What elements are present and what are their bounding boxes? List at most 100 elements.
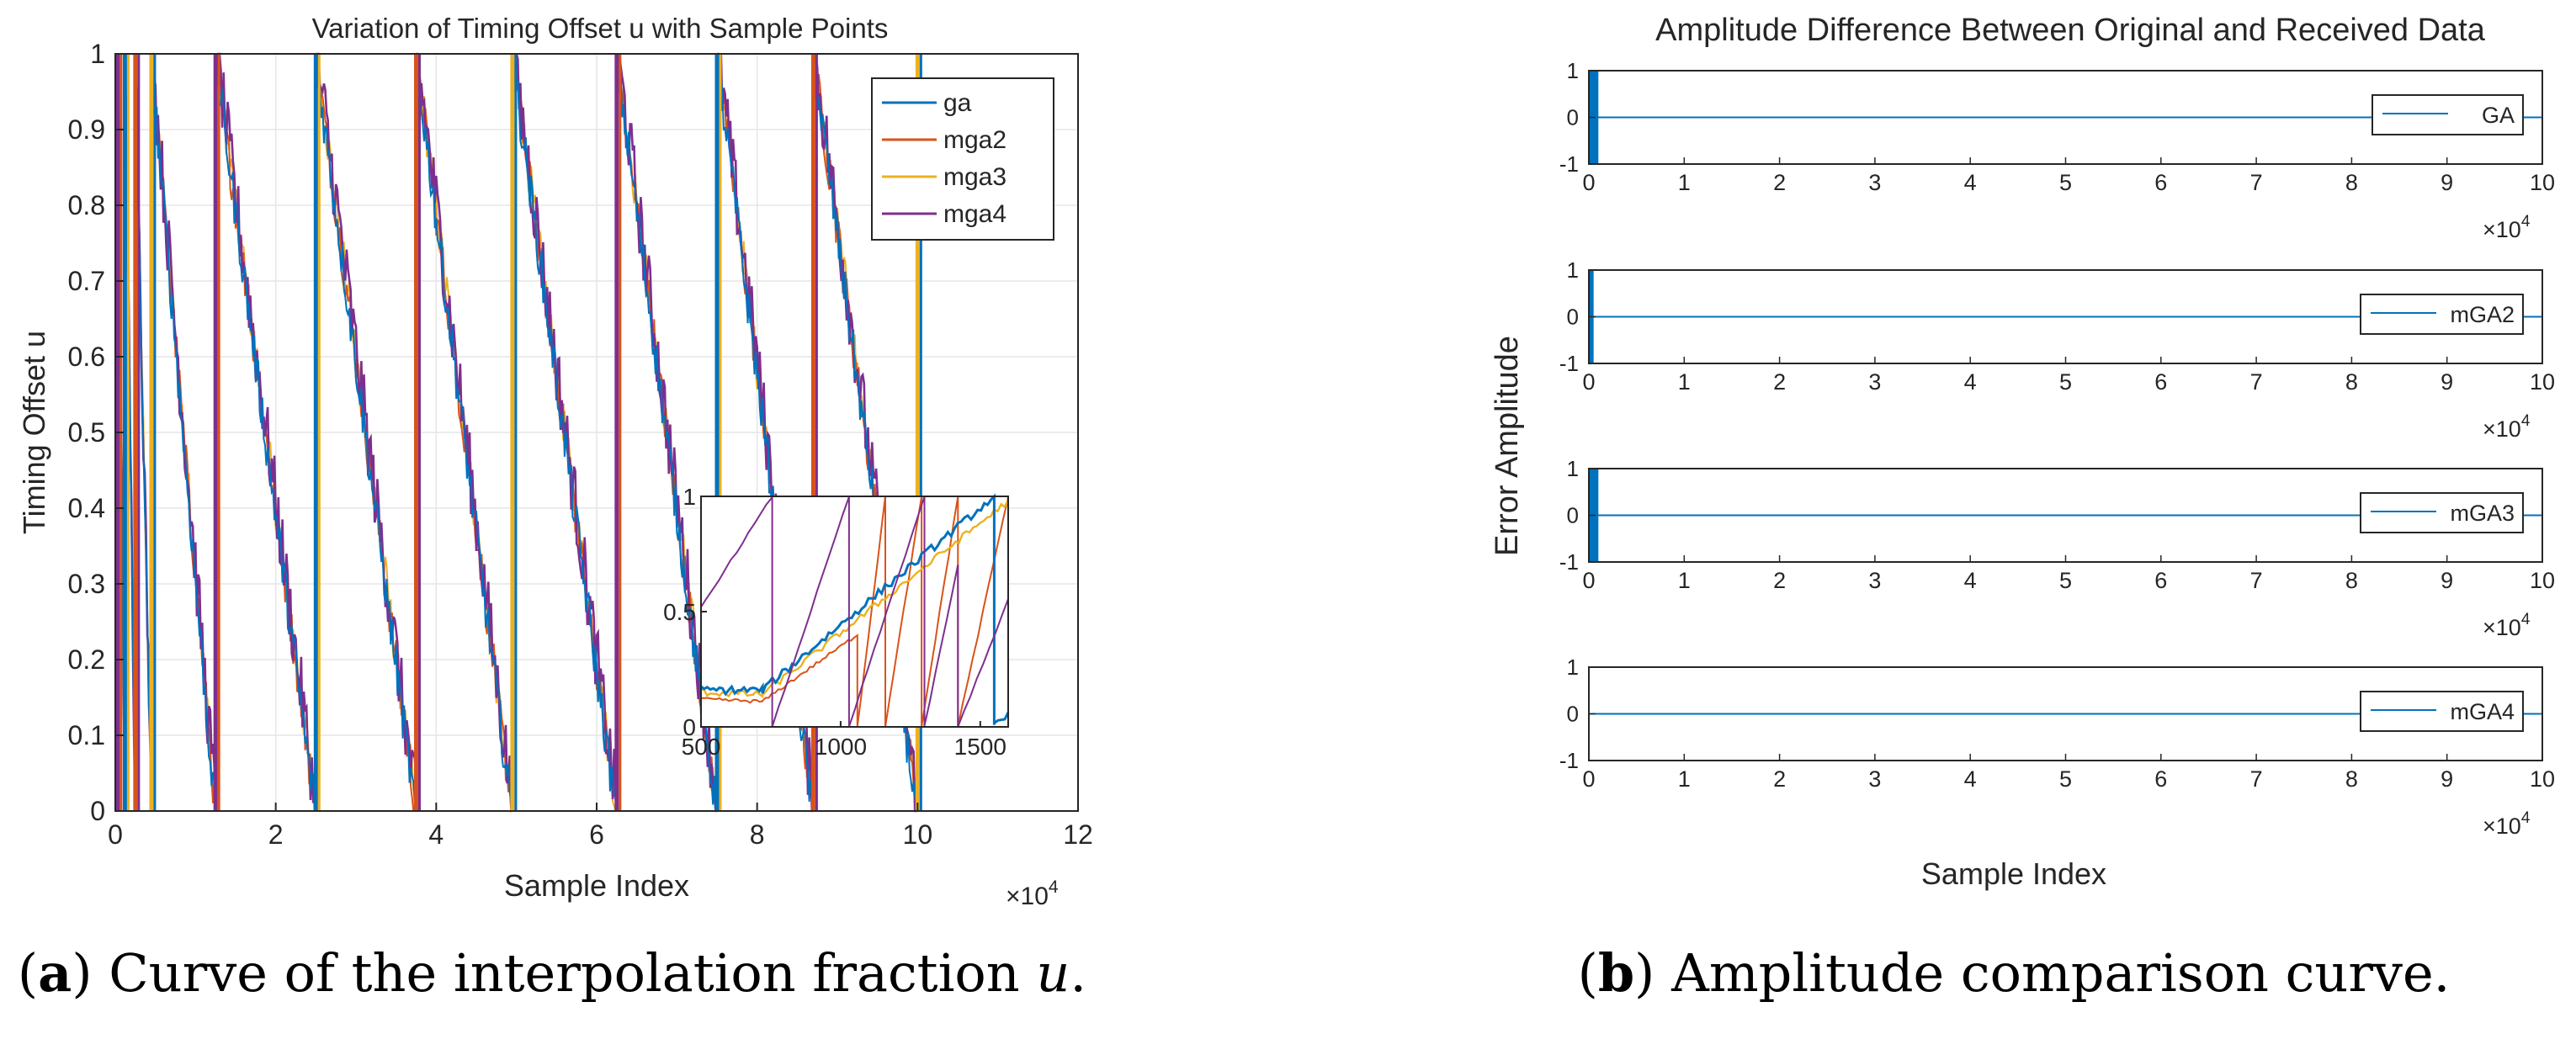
inset-data-lines — [700, 493, 1010, 728]
b-x-tick-label: 7 — [2250, 170, 2263, 195]
b-x-tick-label: 1 — [1678, 568, 1691, 593]
caption-b: (b) Amplitude comparison curve. — [1578, 942, 2451, 1004]
b-y-tick-label: -1 — [1559, 351, 1579, 376]
caption-b-text: Amplitude comparison curve. — [1670, 942, 2450, 1004]
caption-a-letter: a — [38, 942, 72, 1004]
b-x-tick-label: 9 — [2441, 170, 2453, 195]
b-x-tick-label: 9 — [2441, 369, 2453, 395]
panel-a-xlabel: Sample Index — [504, 868, 689, 903]
b-x-tick-label: 3 — [1868, 170, 1881, 195]
b-x-tick-label: 5 — [2059, 369, 2072, 395]
b-x-tick-label: 5 — [2059, 568, 2072, 593]
b-x-tick-label: 6 — [2154, 369, 2167, 395]
b-x-exponent: ×104 — [2483, 213, 2531, 242]
b-y-tick-label: 1 — [1567, 58, 1579, 83]
legend-box-GA — [2372, 94, 2524, 135]
panel-a-ylabel: Timing Offset u — [17, 331, 51, 534]
x-tick-label: 10 — [903, 819, 933, 850]
b-x-tick-label: 3 — [1868, 568, 1881, 593]
inset-x-tick-label: 500 — [682, 734, 721, 760]
b-x-tick-label: 8 — [2345, 369, 2358, 395]
b-x-tick-label: 10 — [2530, 170, 2555, 195]
b-x-tick-label: 5 — [2059, 170, 2072, 195]
panel-b-chart: Amplitude Difference Between Original an… — [1490, 13, 2555, 891]
b-x-tick-label: 6 — [2154, 170, 2167, 195]
b-x-tick-label: 4 — [1964, 766, 1977, 792]
b-x-tick-label: 8 — [2345, 568, 2358, 593]
inset-y-tick-label: 0.5 — [663, 599, 696, 625]
b-y-tick-label: 0 — [1567, 105, 1579, 130]
b-x-tick-label: 1 — [1678, 766, 1691, 792]
y-tick-label: 0.5 — [68, 417, 105, 448]
b-x-tick-label: 5 — [2059, 766, 2072, 792]
inset-x-tick-label: 1000 — [815, 734, 867, 760]
inset-y-tick-label: 0 — [683, 714, 696, 740]
y-tick-label: 0.1 — [68, 720, 105, 750]
panel-b-title: Amplitude Difference Between Original an… — [1655, 13, 2486, 48]
b-x-tick-label: 2 — [1773, 568, 1786, 593]
x-tick-label: 2 — [268, 819, 284, 850]
b-x-tick-label: 0 — [1582, 766, 1595, 792]
b-x-tick-label: 6 — [2154, 766, 2167, 792]
b-y-tick-label: 1 — [1567, 456, 1579, 481]
caption-a-text: Curve of the interpolation fraction — [109, 942, 1019, 1004]
b-x-tick-label: 8 — [2345, 766, 2358, 792]
inset-line-mga4 — [700, 496, 1009, 728]
y-tick-label: 0.8 — [68, 190, 105, 220]
y-tick-label: 0.2 — [68, 644, 105, 675]
b-x-tick-label: 1 — [1678, 369, 1691, 395]
legend-label-mGA2: mGA2 — [2450, 302, 2515, 327]
b-y-tick-label: -1 — [1559, 549, 1579, 575]
b-x-tick-label: 10 — [2530, 369, 2555, 395]
b-x-tick-label: 4 — [1964, 369, 1977, 395]
legend-label-mga3: mga3 — [943, 163, 1006, 191]
panel-a-x-exponent: ×104 — [1006, 877, 1059, 910]
inset-y-tick-label: 1 — [683, 484, 696, 510]
b-y-tick-label: 1 — [1567, 655, 1579, 680]
b-x-tick-label: 8 — [2345, 170, 2358, 195]
b-x-tick-label: 0 — [1582, 568, 1595, 593]
x-tick-label: 4 — [428, 819, 443, 850]
legend-label-mGA3: mGA3 — [2450, 501, 2515, 526]
legend-label-mga4: mga4 — [943, 200, 1006, 228]
legend-label-ga: ga — [943, 89, 972, 117]
caption-a: (a) Curve of the interpolation fraction … — [18, 942, 1086, 1004]
legend-label-mga2: mga2 — [943, 126, 1006, 154]
inset-line-mga2 — [701, 496, 1009, 728]
b-x-tick-label: 6 — [2154, 568, 2167, 593]
panel-a-chart: Variation of Timing Offset u with Sample… — [17, 13, 1093, 910]
panel-a-inset: 500 1000 1500 0 0.5 1 — [663, 484, 1010, 760]
b-x-tick-label: 0 — [1582, 369, 1595, 395]
b-x-tick-label: 7 — [2250, 568, 2263, 593]
legend-box-mGA3 — [2360, 492, 2524, 533]
b-x-tick-label: 10 — [2530, 568, 2555, 593]
b-x-tick-label: 1 — [1678, 170, 1691, 195]
b-x-tick-label: 7 — [2250, 766, 2263, 792]
b-x-exponent: ×104 — [2483, 412, 2531, 442]
legend-box-mGA4 — [2360, 691, 2524, 732]
caption-b-letter: b — [1598, 942, 1634, 1004]
b-y-tick-label: -1 — [1559, 151, 1579, 177]
y-tick-label: 0.4 — [68, 493, 105, 523]
b-x-tick-label: 4 — [1964, 568, 1977, 593]
b-y-tick-label: 0 — [1567, 503, 1579, 528]
panel-b-xlabel: Sample Index — [1921, 856, 2106, 891]
b-x-exponent: ×104 — [2483, 809, 2531, 839]
b-y-tick-label: 0 — [1567, 702, 1579, 727]
b-x-tick-label: 10 — [2530, 766, 2555, 792]
b-x-tick-label: 0 — [1582, 170, 1595, 195]
y-tick-label: 0.7 — [68, 266, 105, 296]
b-x-tick-label: 9 — [2441, 766, 2453, 792]
b-y-tick-label: -1 — [1559, 748, 1579, 773]
b-x-tick-label: 3 — [1868, 369, 1881, 395]
legend-label-mGA4: mGA4 — [2450, 699, 2515, 724]
b-x-tick-label: 4 — [1964, 170, 1977, 195]
inset-x-tick-label: 1500 — [954, 734, 1006, 760]
x-tick-label: 6 — [589, 819, 604, 850]
